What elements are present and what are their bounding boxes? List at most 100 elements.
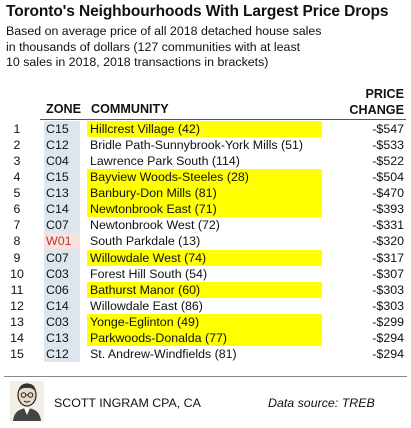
subtitle-line: in thousands of dollars (127 communities… bbox=[6, 40, 406, 56]
table-row: 6 C14 Newtonbrook East (71) -$393 bbox=[0, 201, 411, 217]
community-cell: Newtonbrook West (72) bbox=[87, 217, 224, 233]
zone-cell: C06 bbox=[44, 282, 80, 298]
table-row: 5 C13 Banbury-Don Mills (81) -$470 bbox=[0, 185, 411, 201]
subtitle-line: Based on average price of all 2018 detac… bbox=[6, 24, 406, 40]
community-cell: St. Andrew-Windfields (81) bbox=[87, 346, 241, 362]
price-change-cell: -$533 bbox=[372, 138, 404, 152]
community-cell: South Parkdale (13) bbox=[87, 233, 204, 249]
zone-cell: C14 bbox=[44, 298, 80, 314]
price-change-cell: -$299 bbox=[372, 315, 404, 329]
community-cell: Lawrence Park South (114) bbox=[87, 153, 244, 169]
community-name: Newtonbrook West (72) bbox=[87, 217, 224, 233]
rank-number: 3 bbox=[4, 154, 30, 168]
subtitle-line: 10 sales in 2018, 2018 transactions in b… bbox=[6, 55, 406, 71]
zone-cell: W01 bbox=[44, 233, 80, 249]
zone-cell: C14 bbox=[44, 201, 80, 217]
footer-divider bbox=[4, 376, 407, 377]
data-source: Data source: TREB bbox=[268, 396, 375, 410]
rank-number: 12 bbox=[4, 299, 30, 313]
community-cell: Hillcrest Village (42) bbox=[87, 121, 322, 137]
chart-title: Toronto's Neighbourhoods With Largest Pr… bbox=[6, 3, 388, 21]
table-row: 11 C06 Bathurst Manor (60) -$303 bbox=[0, 282, 411, 298]
price-change-header-line2: CHANGE bbox=[349, 102, 404, 118]
table-row: 15 C12 St. Andrew-Windfields (81) -$294 bbox=[0, 346, 411, 362]
price-change-header-line1: PRICE bbox=[349, 86, 404, 102]
rank-number: 2 bbox=[4, 138, 30, 152]
table-row: 14 C13 Parkwoods-Donalda (77) -$294 bbox=[0, 330, 411, 346]
zone-cell: C15 bbox=[44, 121, 80, 137]
table-row: 7 C07 Newtonbrook West (72) -$331 bbox=[0, 217, 411, 233]
community-name: Willowdale West (74) bbox=[87, 250, 322, 266]
rank-number: 8 bbox=[4, 234, 30, 248]
price-change-cell: -$294 bbox=[372, 347, 404, 361]
zone-cell: C03 bbox=[44, 314, 80, 330]
community-cell: Bathurst Manor (60) bbox=[87, 282, 322, 298]
community-cell: Willowdale East (86) bbox=[87, 298, 207, 314]
rank-number: 14 bbox=[4, 331, 30, 345]
community-name: Willowdale East (86) bbox=[87, 298, 207, 314]
zone-cell: C07 bbox=[44, 217, 80, 233]
price-change-cell: -$331 bbox=[372, 218, 404, 232]
community-name: Bayview Woods-Steeles (28) bbox=[87, 169, 322, 185]
community-name: Lawrence Park South (114) bbox=[87, 153, 244, 169]
community-cell: Banbury-Don Mills (81) bbox=[87, 185, 322, 201]
community-column-header: COMMUNITY bbox=[91, 102, 169, 116]
community-cell: Bayview Woods-Steeles (28) bbox=[87, 169, 322, 185]
table-row: 9 C07 Willowdale West (74) -$317 bbox=[0, 250, 411, 266]
zone-cell: C13 bbox=[44, 330, 80, 346]
community-name: Newtonbrook East (71) bbox=[87, 201, 322, 217]
price-change-cell: -$504 bbox=[372, 170, 404, 184]
chart-subtitle: Based on average price of all 2018 detac… bbox=[6, 24, 406, 71]
header-divider bbox=[40, 119, 406, 120]
rank-number: 11 bbox=[4, 283, 30, 297]
price-change-cell: -$547 bbox=[372, 122, 404, 136]
zone-column-header: ZONE bbox=[46, 102, 81, 116]
community-name: Bathurst Manor (60) bbox=[87, 282, 322, 298]
rank-number: 13 bbox=[4, 315, 30, 329]
price-change-cell: -$303 bbox=[372, 283, 404, 297]
table-row: 1 C15 Hillcrest Village (42) -$547 bbox=[0, 121, 411, 137]
community-cell: Parkwoods-Donalda (77) bbox=[87, 330, 322, 346]
community-cell: Willowdale West (74) bbox=[87, 250, 322, 266]
price-change-cell: -$522 bbox=[372, 154, 404, 168]
community-cell: Bridle Path-Sunnybrook-York Mills (51) bbox=[87, 137, 307, 153]
portrait-icon bbox=[10, 381, 44, 421]
zone-cell: C15 bbox=[44, 169, 80, 185]
table-row: 13 C03 Yonge-Eglinton (49) -$299 bbox=[0, 314, 411, 330]
rank-number: 4 bbox=[4, 170, 30, 184]
table-row: 3 C04 Lawrence Park South (114) -$522 bbox=[0, 153, 411, 169]
brand-name: SCOTT INGRAM CPA, CA bbox=[54, 396, 201, 410]
table-row: 8 W01 South Parkdale (13) -$320 bbox=[0, 233, 411, 249]
rank-number: 1 bbox=[4, 122, 30, 136]
community-name: Bridle Path-Sunnybrook-York Mills (51) bbox=[87, 137, 307, 153]
rank-number: 5 bbox=[4, 186, 30, 200]
price-change-cell: -$470 bbox=[372, 186, 404, 200]
table-row: 10 C03 Forest Hill South (54) -$307 bbox=[0, 266, 411, 282]
price-change-cell: -$317 bbox=[372, 251, 404, 265]
community-name: Parkwoods-Donalda (77) bbox=[87, 330, 322, 346]
rank-number: 10 bbox=[4, 267, 30, 281]
rank-number: 6 bbox=[4, 202, 30, 216]
community-name: Hillcrest Village (42) bbox=[87, 121, 322, 137]
rank-number: 15 bbox=[4, 347, 30, 361]
community-name: St. Andrew-Windfields (81) bbox=[87, 346, 241, 362]
price-change-column-header: PRICE CHANGE bbox=[349, 86, 404, 118]
zone-cell: C04 bbox=[44, 153, 80, 169]
zone-cell: C12 bbox=[44, 346, 80, 362]
community-name: Banbury-Don Mills (81) bbox=[87, 185, 322, 201]
community-cell: Forest Hill South (54) bbox=[87, 266, 211, 282]
community-cell: Newtonbrook East (71) bbox=[87, 201, 322, 217]
zone-cell: C13 bbox=[44, 185, 80, 201]
zone-cell: C12 bbox=[44, 137, 80, 153]
zone-cell: C03 bbox=[44, 266, 80, 282]
rank-number: 7 bbox=[4, 218, 30, 232]
rank-number: 9 bbox=[4, 251, 30, 265]
price-change-cell: -$303 bbox=[372, 299, 404, 313]
community-name: Yonge-Eglinton (49) bbox=[87, 314, 322, 330]
table-row: 2 C12 Bridle Path-Sunnybrook-York Mills (5… bbox=[0, 137, 411, 153]
community-name: South Parkdale (13) bbox=[87, 233, 204, 249]
community-name: Forest Hill South (54) bbox=[87, 266, 211, 282]
table-row: 4 C15 Bayview Woods-Steeles (28) -$504 bbox=[0, 169, 411, 185]
community-cell: Yonge-Eglinton (49) bbox=[87, 314, 322, 330]
price-change-cell: -$393 bbox=[372, 202, 404, 216]
